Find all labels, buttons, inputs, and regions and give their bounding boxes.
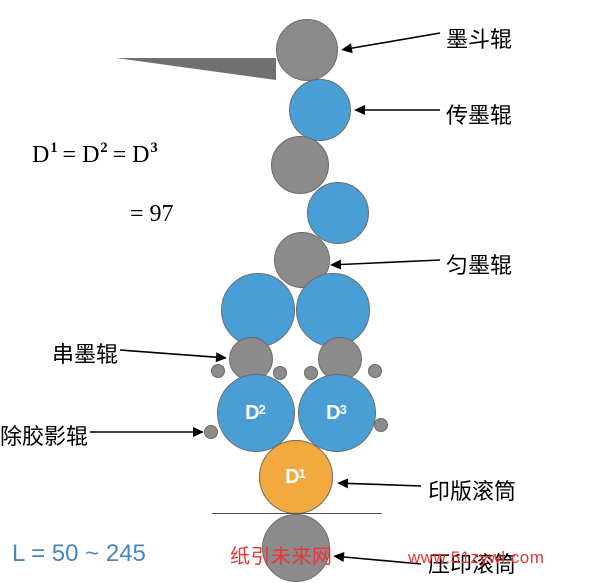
diagram-stage: D2D3D1 墨斗辊传墨辊匀墨辊串墨辊除胶影辊印版滚筒压印滚筒 D1 = D2 … [0,0,601,583]
label-deghost-label: 除胶影辊 [0,419,88,451]
label-ink-transfer-label: 传墨辊 [446,98,512,130]
watermark-url: www.51zywl.com [408,548,544,568]
watermark-cn: 纸引未来网 [230,540,333,569]
label-oscil-label: 串墨辊 [52,337,118,369]
equation-d1-d2-d3: D1 = D2 = D3 [32,142,157,169]
equation-L-range: L = 50 ~ 245 [12,540,146,568]
label-distrib-label: 匀墨辊 [446,248,512,280]
equation-value: = 97 [130,201,174,228]
label-plate-label: 印版滚筒 [428,474,516,506]
label-ink-fountain-label: 墨斗辊 [446,22,512,54]
